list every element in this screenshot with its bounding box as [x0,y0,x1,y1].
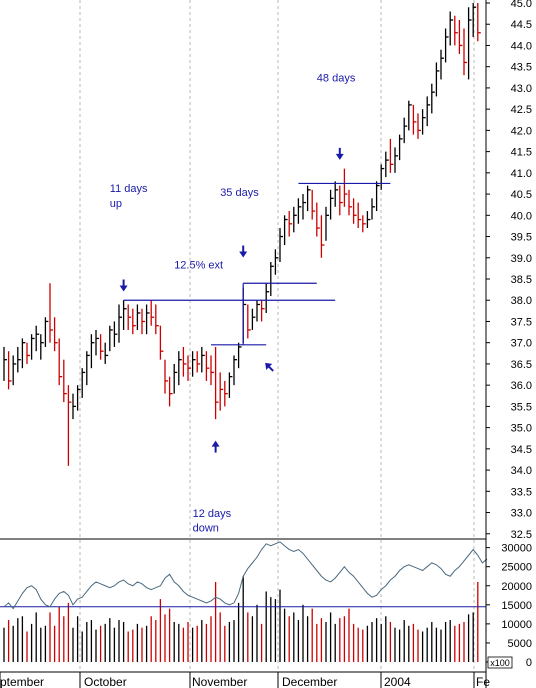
price-tick-label: 36.5 [511,359,532,371]
arrow-icon [239,245,248,258]
price-tick-label: 37.0 [511,338,532,350]
grid [79,0,475,672]
price-tick-label: 33.0 [511,508,532,520]
annotation-text: 12.5% ext [174,259,223,271]
annotations: 11 days up 35 days 12.5% ext 48 days 12 days d… [110,73,356,535]
price-tick-label: 44.0 [511,40,532,52]
month-label: October [84,675,127,688]
price-tick-label: 32.5 [511,529,532,541]
arrow-head [239,251,248,258]
annotation-text: 11 days [110,183,148,195]
volume-tick-label: 15000 [501,600,532,612]
price-tick-label: 35.5 [511,401,532,413]
price-tick-label: 38.0 [511,295,532,307]
arrow-head [119,285,128,292]
price-tick-label: 43.0 [511,83,532,95]
price-panel [3,3,481,466]
arrow-head [265,362,273,370]
arrow-head [211,440,220,447]
price-tick-label: 34.0 [511,465,532,477]
arrow-icon [211,440,220,453]
price-tick-label: 44.5 [511,19,532,31]
price-tick-label: 42.5 [511,104,532,116]
volume-tick-label: 25000 [501,562,532,574]
price-tick-label: 38.5 [511,274,532,286]
volume-unit-label: x100 [490,658,510,668]
volume-average-line [3,541,488,610]
volume-tick-label: 0 [526,657,532,669]
price-tick-label: 39.5 [511,232,532,244]
arrow-icon [265,362,274,372]
annotation-text: down [193,523,219,535]
annotation-text: 35 days [220,187,259,199]
reference-lines [123,182,391,346]
price-tick-label: 40.5 [511,189,532,201]
price-tick-label: 41.5 [511,147,532,159]
month-label: Fe [476,675,490,688]
month-label: ptember [0,675,44,688]
volume-unit-box [487,656,513,669]
price-tick-label: 34.5 [511,444,532,456]
volume-tick-label: 30000 [501,543,532,555]
volume-tick-label: 10000 [501,619,532,631]
annotation-text: 12 days [193,508,232,520]
price-tick-label: 42.0 [511,125,532,137]
arrow-head [335,153,344,160]
price-tick-label: 35.0 [511,423,532,435]
arrows [119,147,344,453]
price-tick-label: 45.0 [511,0,532,10]
volume-tick-label: 5000 [508,638,532,650]
price-tick-label: 40.0 [511,210,532,222]
arrow-icon [119,279,128,292]
month-label: December [282,675,337,688]
annotation-text: 48 days [317,73,356,85]
price-tick-label: 36.0 [511,380,532,392]
month-label: November [192,675,247,688]
volume-panel [0,541,488,662]
price-tick-label: 41.0 [511,168,532,180]
price-tick-label: 37.5 [511,316,532,328]
month-label: 2004 [384,675,411,688]
price-tick-label: 33.5 [511,486,532,498]
volume-tick-label: 20000 [501,581,532,593]
arrow-icon [335,147,344,160]
annotation-text: up [110,198,122,210]
price-tick-label: 43.5 [511,62,532,74]
price-tick-label: 39.0 [511,253,532,265]
